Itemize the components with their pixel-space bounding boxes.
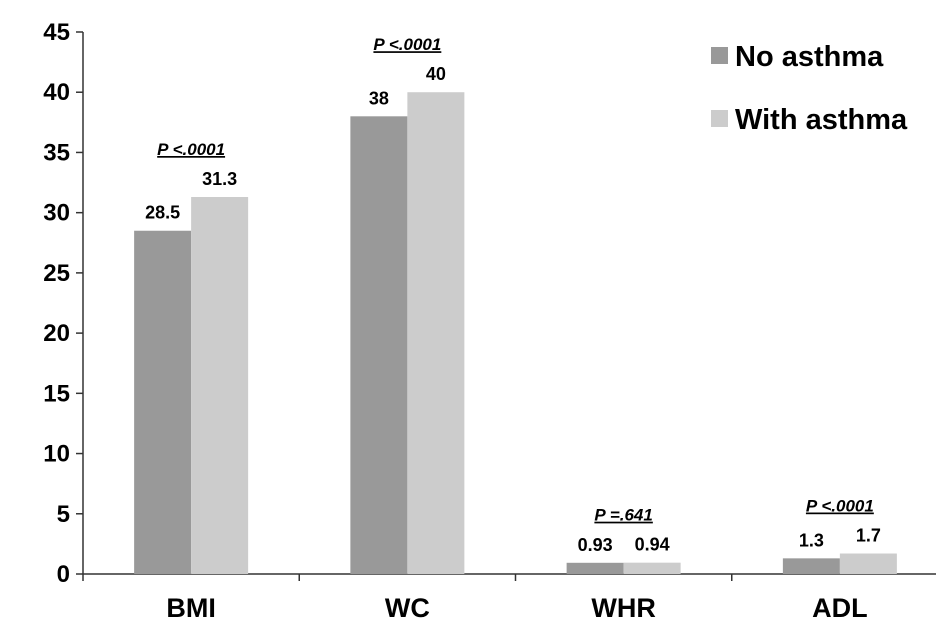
x-category-label: WC <box>385 593 430 623</box>
y-tick-label: 25 <box>43 260 70 287</box>
p-value-annotation: P <.0001 <box>373 35 441 54</box>
bar-with-asthma <box>191 197 249 574</box>
p-value-annotation: P <.0001 <box>157 140 225 159</box>
data-label: 40 <box>426 64 446 84</box>
y-tick-label: 15 <box>43 380 70 407</box>
bar-no-asthma <box>350 116 408 575</box>
p-value-annotation: P <.0001 <box>806 497 874 516</box>
y-tick-label: 30 <box>43 200 70 227</box>
legend-swatch-no-asthma <box>711 47 728 64</box>
bar-no-asthma <box>134 230 192 574</box>
bars <box>134 92 897 575</box>
bar-no-asthma <box>566 562 624 574</box>
y-tick-label: 10 <box>43 441 70 468</box>
p-value-annotation: P =.641 <box>594 506 652 525</box>
y-tick-label: 20 <box>43 320 70 347</box>
legend: No asthma With asthma <box>711 41 908 136</box>
data-label: 28.5 <box>145 203 180 223</box>
axes: 0 5 10 15 20 25 30 35 40 45 <box>43 19 936 588</box>
labels: 28.5 31.3 BMI P <.0001 38 40 WC P <.0001 0.93 0.9… <box>145 35 881 623</box>
bar-with-asthma <box>623 562 681 574</box>
data-label: 38 <box>369 88 389 108</box>
data-label: 1.7 <box>856 526 881 546</box>
bar-with-asthma <box>839 553 897 574</box>
data-label: 0.94 <box>635 535 670 555</box>
y-tick-label: 0 <box>57 561 70 588</box>
data-label: 0.93 <box>578 535 613 555</box>
x-category-label: BMI <box>166 593 216 623</box>
data-label: 1.3 <box>799 530 824 550</box>
bar-with-asthma <box>407 92 465 574</box>
y-tick-label: 35 <box>43 139 70 166</box>
x-category-label: ADL <box>812 593 868 623</box>
legend-swatch-with-asthma <box>711 110 728 127</box>
legend-label: With asthma <box>735 104 908 136</box>
y-tick-label: 45 <box>43 19 70 46</box>
y-tick-label: 40 <box>43 79 70 106</box>
y-tick-label: 5 <box>57 501 70 528</box>
bar-no-asthma <box>782 558 840 574</box>
data-label: 31.3 <box>202 169 237 189</box>
x-category-label: WHR <box>591 593 655 623</box>
legend-label: No asthma <box>735 41 884 73</box>
